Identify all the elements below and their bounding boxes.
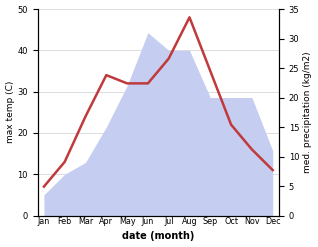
Y-axis label: max temp (C): max temp (C)	[5, 81, 15, 144]
X-axis label: date (month): date (month)	[122, 231, 195, 242]
Y-axis label: med. precipitation (kg/m2): med. precipitation (kg/m2)	[303, 51, 313, 173]
